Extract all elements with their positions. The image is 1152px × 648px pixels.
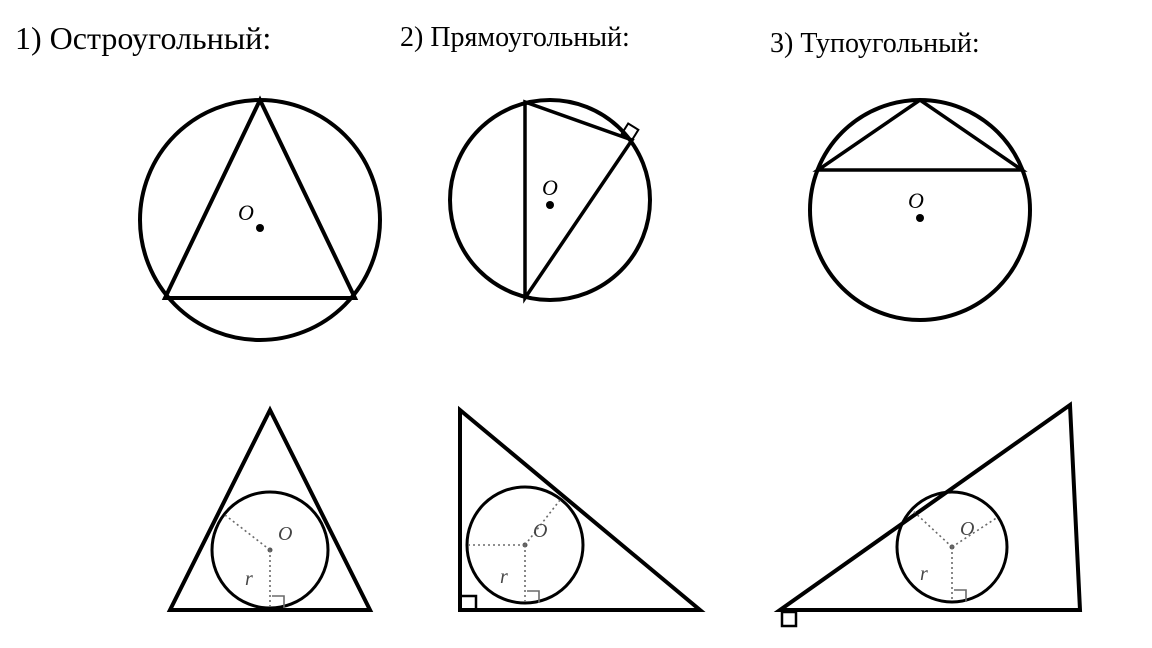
figure-inscribed-acute: O r (150, 400, 400, 630)
circumcircle (140, 100, 380, 340)
center-label-O: O (533, 520, 547, 542)
center-dot (256, 224, 264, 232)
center-label-O: O (542, 175, 558, 200)
center-label-O: O (960, 518, 974, 540)
radius-label-r: r (920, 563, 928, 585)
figure-inscribed-right: O r (430, 395, 720, 630)
figure-circumscribed-obtuse: O (790, 80, 1050, 340)
figure-circumscribed-right: O (430, 80, 670, 320)
radius-line-2 (912, 510, 952, 547)
heading-obtuse: 3) Тупоугольный: (770, 28, 980, 60)
heading-right: 2) Прямоугольный: (400, 22, 630, 54)
figure-inscribed-obtuse: O r (760, 395, 1105, 640)
center-label-O: O (278, 523, 292, 545)
heading-acute: 1) Остроугольный: (15, 20, 271, 57)
radius-line-2 (225, 515, 270, 550)
right-angle-corner-icon (782, 612, 796, 626)
figure-circumscribed-acute: O (120, 80, 400, 360)
center-label-O: O (238, 200, 254, 225)
triangle (460, 410, 700, 610)
circumcircle (450, 100, 650, 300)
right-angle-corner-icon (462, 596, 476, 610)
triangle (818, 100, 1022, 170)
triangle (525, 102, 632, 298)
page: 1) Остроугольный: 2) Прямоугольный: 3) Т… (0, 0, 1152, 648)
triangle (165, 100, 355, 298)
radius-line-3 (952, 517, 998, 547)
radius-label-r: r (500, 566, 508, 588)
center-label-O: O (908, 188, 924, 213)
center-dot (546, 201, 554, 209)
triangle (780, 405, 1080, 610)
center-dot (916, 214, 924, 222)
radius-label-r: r (245, 568, 253, 590)
